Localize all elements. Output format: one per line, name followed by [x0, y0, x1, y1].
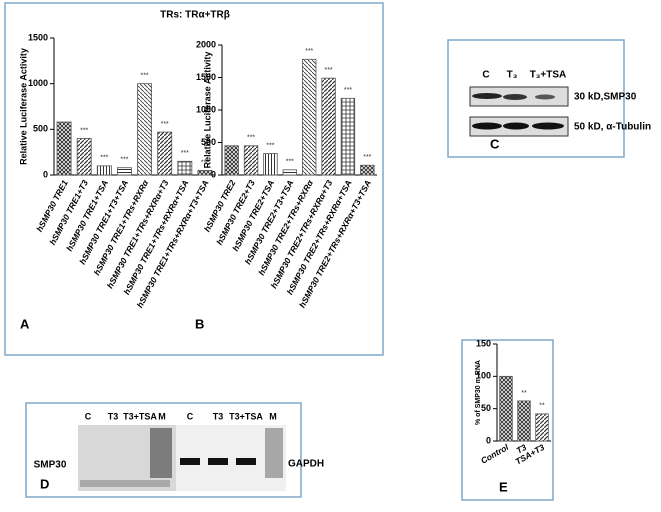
y-axis-label: Relative Luciferase Activity	[18, 48, 28, 165]
bar	[56, 121, 72, 176]
panel-label: E	[499, 479, 508, 494]
band	[472, 122, 502, 130]
panel-frame	[461, 339, 554, 501]
bar	[177, 160, 193, 176]
y-tick-label: 500	[201, 137, 216, 147]
band-label: 50 kD, α-Tubulin	[574, 122, 651, 133]
bar	[499, 375, 513, 442]
lane-label: T3	[108, 411, 119, 421]
bar	[263, 153, 278, 176]
lane-label: T3	[213, 411, 224, 421]
y-tick-label: 0	[43, 169, 48, 179]
ladder	[265, 428, 283, 478]
panel-frame	[25, 402, 302, 498]
panel-label: B	[195, 316, 204, 331]
band-label: GAPDH	[288, 459, 324, 470]
y-tick-label: 1000	[28, 78, 48, 88]
y-tick-label: 0	[211, 169, 216, 179]
band	[180, 458, 200, 465]
band	[503, 94, 527, 100]
y-tick-label: 2000	[196, 39, 216, 49]
significance-label: ***	[344, 87, 352, 94]
y-tick-label: 100	[476, 371, 491, 381]
bar	[243, 145, 259, 176]
y-tick-label: 500	[33, 124, 48, 134]
ladder	[150, 428, 172, 478]
y-tick-label: 1500	[28, 32, 48, 42]
significance-label: **	[539, 403, 545, 410]
band	[532, 122, 564, 130]
bar	[360, 164, 375, 176]
figure-title: TRs: TRα+TRβ	[160, 10, 230, 21]
significance-label: ***	[100, 155, 108, 162]
lane-label: C	[482, 70, 489, 81]
band	[472, 93, 502, 99]
bar	[340, 97, 356, 176]
x-tick-label: Control	[479, 442, 511, 466]
lane-label: T₃+TSA	[530, 70, 567, 81]
band	[535, 94, 555, 100]
band	[80, 480, 170, 487]
bar	[282, 169, 297, 176]
band	[503, 122, 529, 130]
lane-label: T3+TSA	[229, 411, 263, 421]
panel-label: A	[20, 316, 30, 331]
panel-frame	[447, 39, 625, 158]
band	[236, 458, 256, 465]
lane-label: C	[187, 411, 194, 421]
significance-label: ***	[140, 73, 148, 80]
bar	[224, 145, 239, 176]
bar	[535, 413, 549, 442]
y-axis-label: % of SMP30 m RNA	[475, 360, 482, 425]
x-tick-label: T3	[515, 442, 529, 456]
significance-label: ***	[201, 159, 209, 166]
significance-label: ***	[305, 48, 313, 55]
bar	[517, 400, 531, 442]
lane-label: C	[85, 411, 92, 421]
significance-label: ***	[181, 150, 189, 157]
lane-label: M	[158, 411, 166, 421]
significance-label: ***	[286, 159, 294, 166]
significance-label: ***	[324, 67, 332, 74]
bar	[302, 58, 317, 176]
significance-label: ***	[266, 142, 274, 149]
y-axis-label: Relative Luciferase Activity	[202, 52, 212, 169]
y-tick-label: 1500	[196, 72, 216, 82]
bar	[321, 77, 336, 176]
band	[208, 458, 228, 465]
lane-label: M	[269, 411, 277, 421]
lane-label: T₃	[507, 70, 518, 81]
y-tick-label: 0	[486, 435, 491, 445]
significance-label: ***	[80, 127, 88, 134]
panel-label: C	[490, 136, 500, 151]
bar	[157, 131, 173, 176]
significance-label: ***	[120, 157, 128, 164]
significance-label: ***	[363, 154, 371, 161]
bar	[197, 170, 213, 176]
panel-frame	[4, 2, 384, 356]
band-label: 30 kD,SMP30	[574, 92, 637, 103]
panel-label: D	[40, 476, 49, 491]
significance-label: **	[521, 390, 527, 397]
y-tick-label: 50	[481, 403, 491, 413]
significance-label: ***	[247, 135, 255, 142]
band-label: SMP30	[34, 460, 67, 471]
bar	[76, 138, 92, 176]
significance-label: ***	[161, 121, 169, 128]
lane-label: T3+TSA	[123, 411, 157, 421]
bar	[116, 167, 132, 176]
y-tick-label: 1000	[196, 104, 216, 114]
bar	[137, 83, 153, 176]
bar	[96, 165, 112, 176]
y-tick-label: 150	[476, 338, 491, 348]
